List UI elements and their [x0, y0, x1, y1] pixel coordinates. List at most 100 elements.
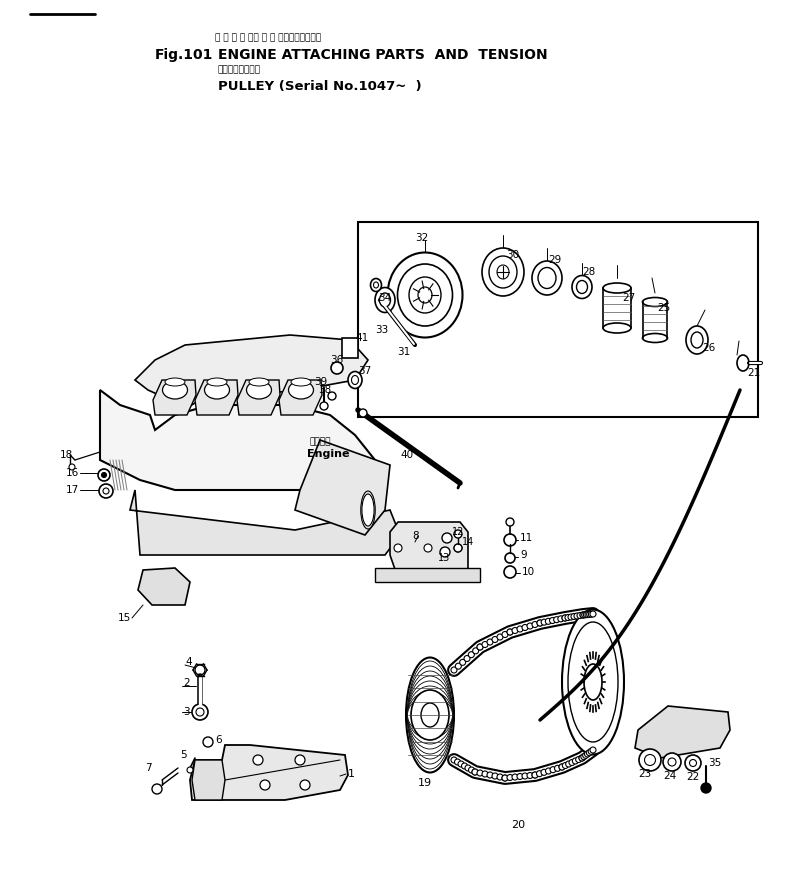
- Circle shape: [565, 615, 571, 620]
- Text: 15: 15: [118, 613, 131, 623]
- Circle shape: [359, 409, 367, 417]
- Circle shape: [460, 659, 466, 665]
- Circle shape: [203, 737, 213, 747]
- Text: 10: 10: [522, 567, 535, 577]
- Text: 39: 39: [314, 377, 328, 387]
- Circle shape: [103, 488, 109, 494]
- Circle shape: [458, 761, 464, 767]
- Circle shape: [152, 784, 162, 794]
- Circle shape: [559, 764, 565, 770]
- Circle shape: [455, 759, 460, 765]
- Circle shape: [487, 772, 493, 778]
- Ellipse shape: [489, 256, 517, 288]
- Text: 31: 31: [397, 347, 410, 357]
- Circle shape: [584, 751, 591, 757]
- Text: 2: 2: [183, 678, 190, 688]
- Ellipse shape: [249, 378, 269, 386]
- Polygon shape: [192, 760, 225, 800]
- Circle shape: [541, 769, 547, 775]
- Circle shape: [554, 766, 560, 772]
- Circle shape: [196, 708, 204, 716]
- Circle shape: [98, 469, 110, 481]
- Ellipse shape: [366, 506, 370, 514]
- Circle shape: [568, 614, 574, 620]
- Circle shape: [532, 772, 538, 778]
- Circle shape: [580, 612, 586, 618]
- Ellipse shape: [538, 267, 556, 288]
- Polygon shape: [237, 380, 280, 415]
- Ellipse shape: [406, 658, 454, 773]
- Circle shape: [532, 772, 538, 778]
- Circle shape: [645, 754, 656, 766]
- Circle shape: [442, 533, 452, 543]
- Circle shape: [187, 767, 193, 773]
- Ellipse shape: [364, 500, 372, 520]
- Text: Engine: Engine: [307, 449, 350, 459]
- Text: 7: 7: [145, 763, 152, 773]
- Polygon shape: [135, 335, 368, 415]
- Ellipse shape: [418, 287, 432, 303]
- Text: 23: 23: [638, 769, 651, 779]
- Text: 27: 27: [622, 293, 635, 303]
- Text: ENGINE ATTACHING PARTS  AND  TENSION: ENGINE ATTACHING PARTS AND TENSION: [218, 48, 548, 62]
- Circle shape: [585, 611, 591, 618]
- Circle shape: [582, 611, 588, 618]
- Ellipse shape: [207, 378, 227, 386]
- Circle shape: [505, 553, 515, 563]
- Circle shape: [576, 757, 582, 762]
- Text: 33: 33: [375, 325, 388, 335]
- Circle shape: [571, 613, 577, 619]
- Bar: [358, 222, 758, 417]
- Circle shape: [465, 765, 471, 771]
- Ellipse shape: [532, 261, 562, 295]
- Ellipse shape: [387, 253, 463, 337]
- Circle shape: [553, 617, 560, 623]
- Text: 17: 17: [66, 485, 80, 495]
- Circle shape: [328, 392, 336, 400]
- Ellipse shape: [584, 664, 602, 700]
- Text: Fig.101: Fig.101: [155, 48, 213, 62]
- Text: 1: 1: [348, 769, 355, 779]
- Circle shape: [522, 773, 528, 779]
- Circle shape: [440, 547, 450, 557]
- Bar: [342, 338, 358, 358]
- Polygon shape: [190, 745, 348, 800]
- Polygon shape: [138, 568, 190, 605]
- Circle shape: [464, 656, 470, 661]
- Circle shape: [477, 644, 483, 650]
- Circle shape: [577, 612, 583, 618]
- Circle shape: [497, 634, 503, 640]
- Ellipse shape: [363, 497, 373, 523]
- Text: プーリ（適用号機: プーリ（適用号機: [218, 65, 261, 75]
- Circle shape: [462, 763, 467, 769]
- Circle shape: [590, 747, 596, 753]
- Circle shape: [517, 773, 523, 780]
- Ellipse shape: [379, 293, 390, 307]
- Ellipse shape: [291, 378, 311, 386]
- Text: 18: 18: [60, 450, 73, 460]
- Ellipse shape: [361, 491, 375, 529]
- Ellipse shape: [204, 381, 230, 399]
- Text: 6: 6: [215, 735, 222, 745]
- Text: 38: 38: [318, 385, 332, 395]
- Ellipse shape: [642, 298, 668, 307]
- Text: 26: 26: [702, 343, 716, 353]
- Circle shape: [424, 544, 432, 552]
- Circle shape: [502, 775, 508, 781]
- Ellipse shape: [691, 332, 703, 348]
- Circle shape: [569, 760, 575, 766]
- Ellipse shape: [398, 264, 452, 326]
- Text: 3: 3: [183, 707, 190, 717]
- Ellipse shape: [348, 372, 362, 388]
- Circle shape: [102, 472, 107, 477]
- Ellipse shape: [603, 323, 631, 333]
- Circle shape: [583, 753, 588, 759]
- Ellipse shape: [737, 355, 749, 371]
- Ellipse shape: [603, 283, 631, 293]
- Text: 11: 11: [520, 533, 533, 543]
- Circle shape: [468, 767, 475, 773]
- Circle shape: [581, 753, 587, 760]
- Polygon shape: [390, 522, 468, 578]
- Circle shape: [689, 760, 696, 766]
- Circle shape: [506, 518, 514, 526]
